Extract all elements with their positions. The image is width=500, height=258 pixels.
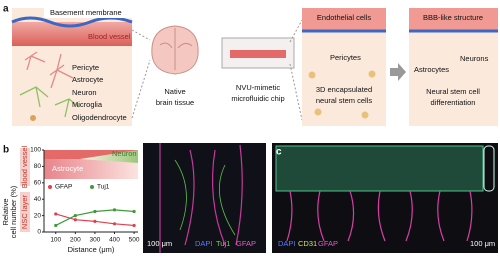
astrocyte-area: [44, 159, 138, 179]
data-point: [93, 219, 97, 223]
y-tick-label: 20: [34, 212, 42, 219]
vessel-image: [275, 145, 484, 192]
cell: [368, 70, 376, 78]
chip-label: NVU-mimetic: [236, 83, 280, 92]
astrocyte-shape: [49, 53, 74, 89]
vessel-area: [44, 150, 138, 159]
neuron-shape: [54, 98, 80, 118]
y-tick-label: 0: [37, 229, 41, 236]
data-point: [112, 208, 117, 212]
brain-folds: [159, 28, 193, 70]
x-tick-label: 300: [89, 237, 100, 244]
data-point: [73, 218, 77, 222]
zoom-line: [289, 19, 303, 121]
y-tick-label: 60: [34, 180, 42, 187]
nsc-band: [20, 192, 30, 232]
arrow: [390, 63, 406, 81]
astrocyte-label: Astrocytes: [414, 65, 449, 74]
cell-label: Pericyte: [72, 63, 99, 72]
legend-label: Tuj1: [97, 184, 110, 191]
x-tick-label: 100: [50, 237, 61, 244]
brain-label: brain tissue: [156, 98, 194, 107]
y-tick-label: 40: [34, 196, 42, 203]
panel-label: c: [276, 147, 282, 158]
zoom-line: [131, 29, 151, 119]
chip-label: microfluidic chip: [231, 94, 284, 103]
stain-label: Tuj1: [216, 239, 230, 248]
membrane-label: Basement membrane: [50, 8, 122, 17]
vessel-label: Blood vessel: [88, 32, 131, 41]
data-point: [132, 223, 136, 228]
stain-label: DAPI: [278, 239, 296, 248]
data-point: [132, 209, 136, 214]
panel-label: b: [3, 145, 9, 156]
cell-label: Neuron: [72, 88, 97, 97]
stain-label: GFAP: [318, 239, 338, 248]
cell-label: Oligodendrocyte: [72, 113, 127, 122]
result-title: BBB-like structure: [423, 13, 483, 22]
neuron-label: Neurons: [460, 54, 489, 63]
vessel-band: [20, 148, 30, 186]
y-tick-label: 80: [34, 163, 42, 170]
neuron-area: [80, 150, 138, 163]
x-tick-label: 200: [70, 237, 81, 244]
legend-marker: [48, 185, 52, 189]
vessel-label: Blood vessel: [20, 145, 29, 188]
fibers: [286, 190, 473, 242]
data-point: [73, 214, 77, 218]
neuron-shape: [19, 86, 49, 108]
data-point: [54, 223, 58, 228]
differentiation-label: differentiation: [431, 98, 476, 107]
microglia-shape: [30, 115, 36, 121]
nsc-label: neural stem cells: [316, 96, 373, 105]
data-point: [93, 209, 97, 214]
stain-label: GFAP: [236, 239, 256, 248]
cell: [361, 111, 369, 119]
cell: [308, 71, 316, 79]
micrograph: [143, 143, 266, 253]
nsc-label: NSC layer: [20, 194, 29, 229]
astrocyte-shape: [24, 51, 46, 71]
astrocyte-label: Astrocyte: [52, 164, 83, 173]
endothelial-label: Endothelial cells: [317, 13, 371, 22]
legend-label: GFAP: [55, 184, 72, 191]
pericyte-label: Pericytes: [330, 53, 361, 62]
cell: [314, 108, 322, 116]
brain-label: Native: [164, 87, 185, 96]
differentiation-label: Neural stem cell: [426, 87, 480, 96]
cell-label: Microglia: [72, 100, 103, 109]
stem-cells: [308, 70, 376, 119]
scale-label: 100 μm: [470, 239, 495, 248]
fibers: [174, 159, 236, 236]
y-tick-label: 100: [30, 147, 41, 154]
scale-label: 100 μm: [147, 239, 172, 248]
x-axis-label: Distance (μm): [68, 245, 115, 254]
cell-label: Astrocyte: [72, 75, 103, 84]
data-point: [112, 222, 117, 226]
endothelium: [409, 8, 498, 30]
endothelium: [302, 8, 386, 30]
label-box: [44, 7, 132, 18]
vessel-section: [483, 145, 495, 192]
chip-channel: [230, 50, 286, 58]
stain-label: DAPI: [195, 239, 213, 248]
data-point: [54, 212, 58, 216]
neuron-label: Neuron: [112, 149, 137, 158]
legend-marker: [90, 185, 94, 189]
x-tick-label: 500: [129, 237, 140, 244]
stain-label: CD31: [298, 239, 317, 248]
y-axis-label: Relative: [1, 198, 10, 225]
line-chart: 0 20 40 60 80 100 100 200 300 400 500 Distance (μm)…: [1, 147, 140, 254]
x-tick-label: 400: [109, 237, 120, 244]
nsc-label: 3D encapsulated: [316, 85, 372, 94]
fibers: [159, 143, 243, 253]
panel-label: a: [3, 4, 9, 15]
y-axis-label: cell number (%): [9, 185, 18, 238]
cells: [19, 51, 80, 121]
